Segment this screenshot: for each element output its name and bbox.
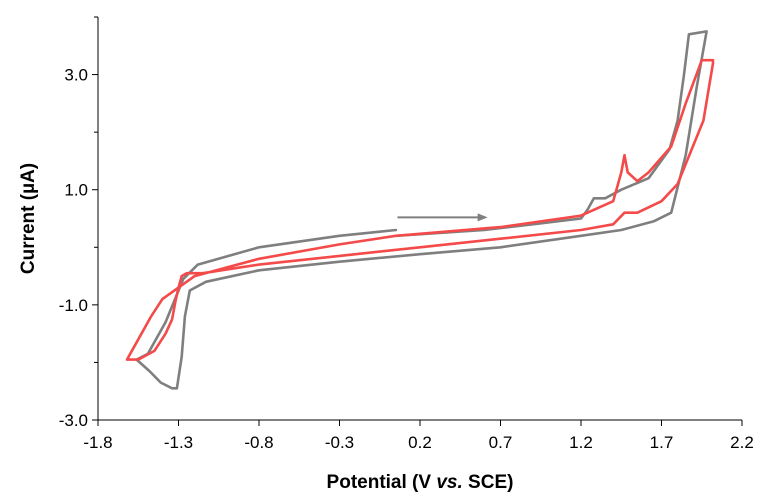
x-axis-ticks: -1.8 -1.3 -0.8 -0.3 0.2 0.7 1.2 1.7 2.2 — [83, 420, 754, 452]
x-tick-label: -1.3 — [164, 433, 193, 452]
y-tick-label: -1.0 — [59, 296, 88, 315]
x-axis-title-vs: vs. — [436, 472, 462, 493]
x-axis-title-part: SCE) — [463, 472, 514, 493]
x-tick-label: 1.7 — [650, 433, 674, 452]
y-tick-label: -3.0 — [59, 411, 88, 430]
y-axis-title-part: Current ( — [18, 193, 39, 274]
x-tick-label: 2.2 — [730, 433, 754, 452]
x-tick-label: -0.3 — [325, 433, 354, 452]
x-tick-label: -1.8 — [83, 433, 112, 452]
y-axis-ticks: -3.0 -1.0 1.0 3.0 — [59, 16, 98, 430]
x-axis-title: Potential (V vs. SCE) — [327, 472, 514, 493]
x-tick-label: 0.2 — [408, 433, 432, 452]
y-tick-label: 3.0 — [64, 66, 88, 85]
series-line-1 — [135, 30, 708, 390]
x-axis-title-part: Potential (V — [327, 472, 437, 493]
x-tick-label: 1.2 — [569, 433, 593, 452]
series-line-2 — [125, 58, 715, 361]
x-tick-label: 0.7 — [489, 433, 513, 452]
y-axis-title-part: A) — [18, 163, 39, 183]
scan-direction-arrow-head — [477, 213, 488, 222]
y-axis-title-mu: µ — [18, 183, 39, 194]
y-axis-title: Current (µA) — [18, 163, 39, 274]
axes — [97, 17, 742, 421]
x-tick-label: -0.8 — [244, 433, 273, 452]
plot-area — [125, 30, 715, 390]
y-tick-label: 1.0 — [64, 181, 88, 200]
